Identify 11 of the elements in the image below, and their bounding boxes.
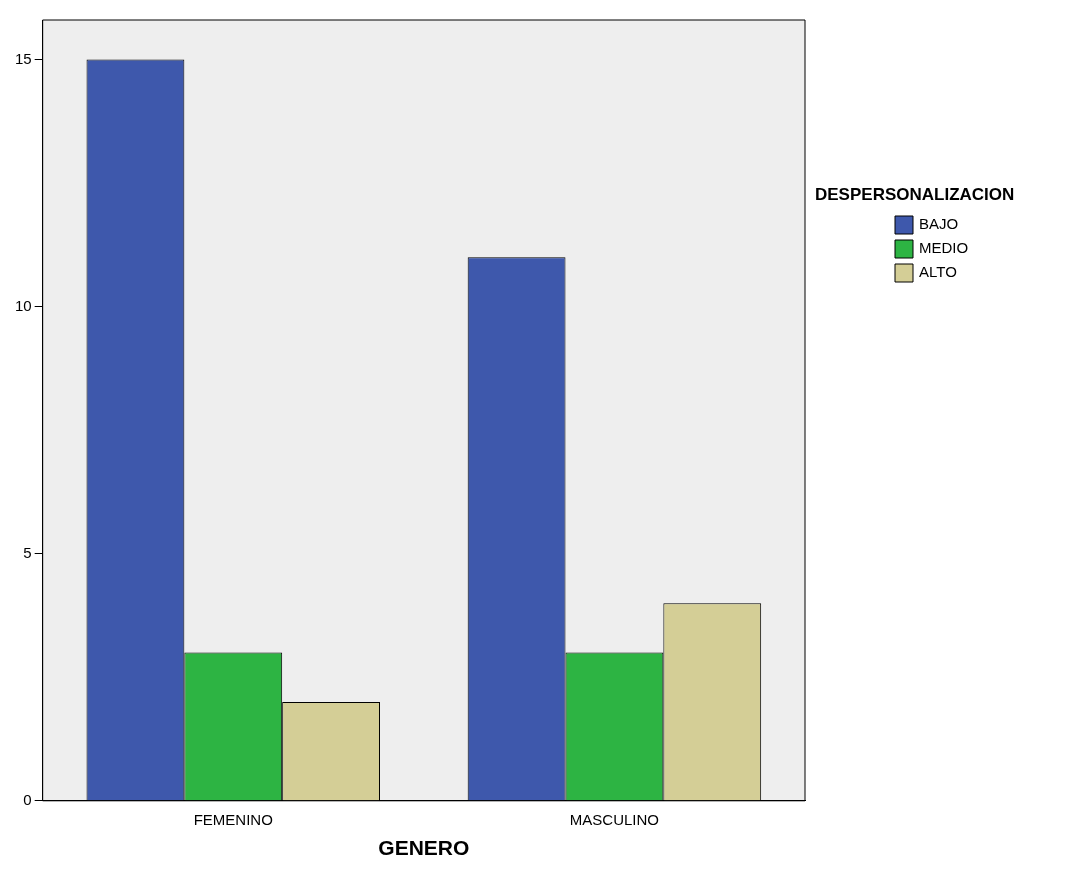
legend-label: ALTO bbox=[919, 263, 957, 281]
x-tick-label: FEMENINO bbox=[193, 810, 273, 828]
y-tick-label: 0 bbox=[23, 790, 32, 808]
y-tick-label: 5 bbox=[23, 543, 32, 561]
legend-label: BAJO bbox=[919, 215, 959, 233]
legend-label: MEDIO bbox=[919, 239, 969, 257]
y-tick-label: 10 bbox=[15, 296, 32, 314]
x-axis-title: GENERO bbox=[378, 836, 470, 860]
y-tick-label: 15 bbox=[15, 49, 32, 67]
legend-title: DESPERSONALIZACION bbox=[815, 184, 1015, 204]
x-tick-label: MASCULINO bbox=[569, 810, 660, 828]
